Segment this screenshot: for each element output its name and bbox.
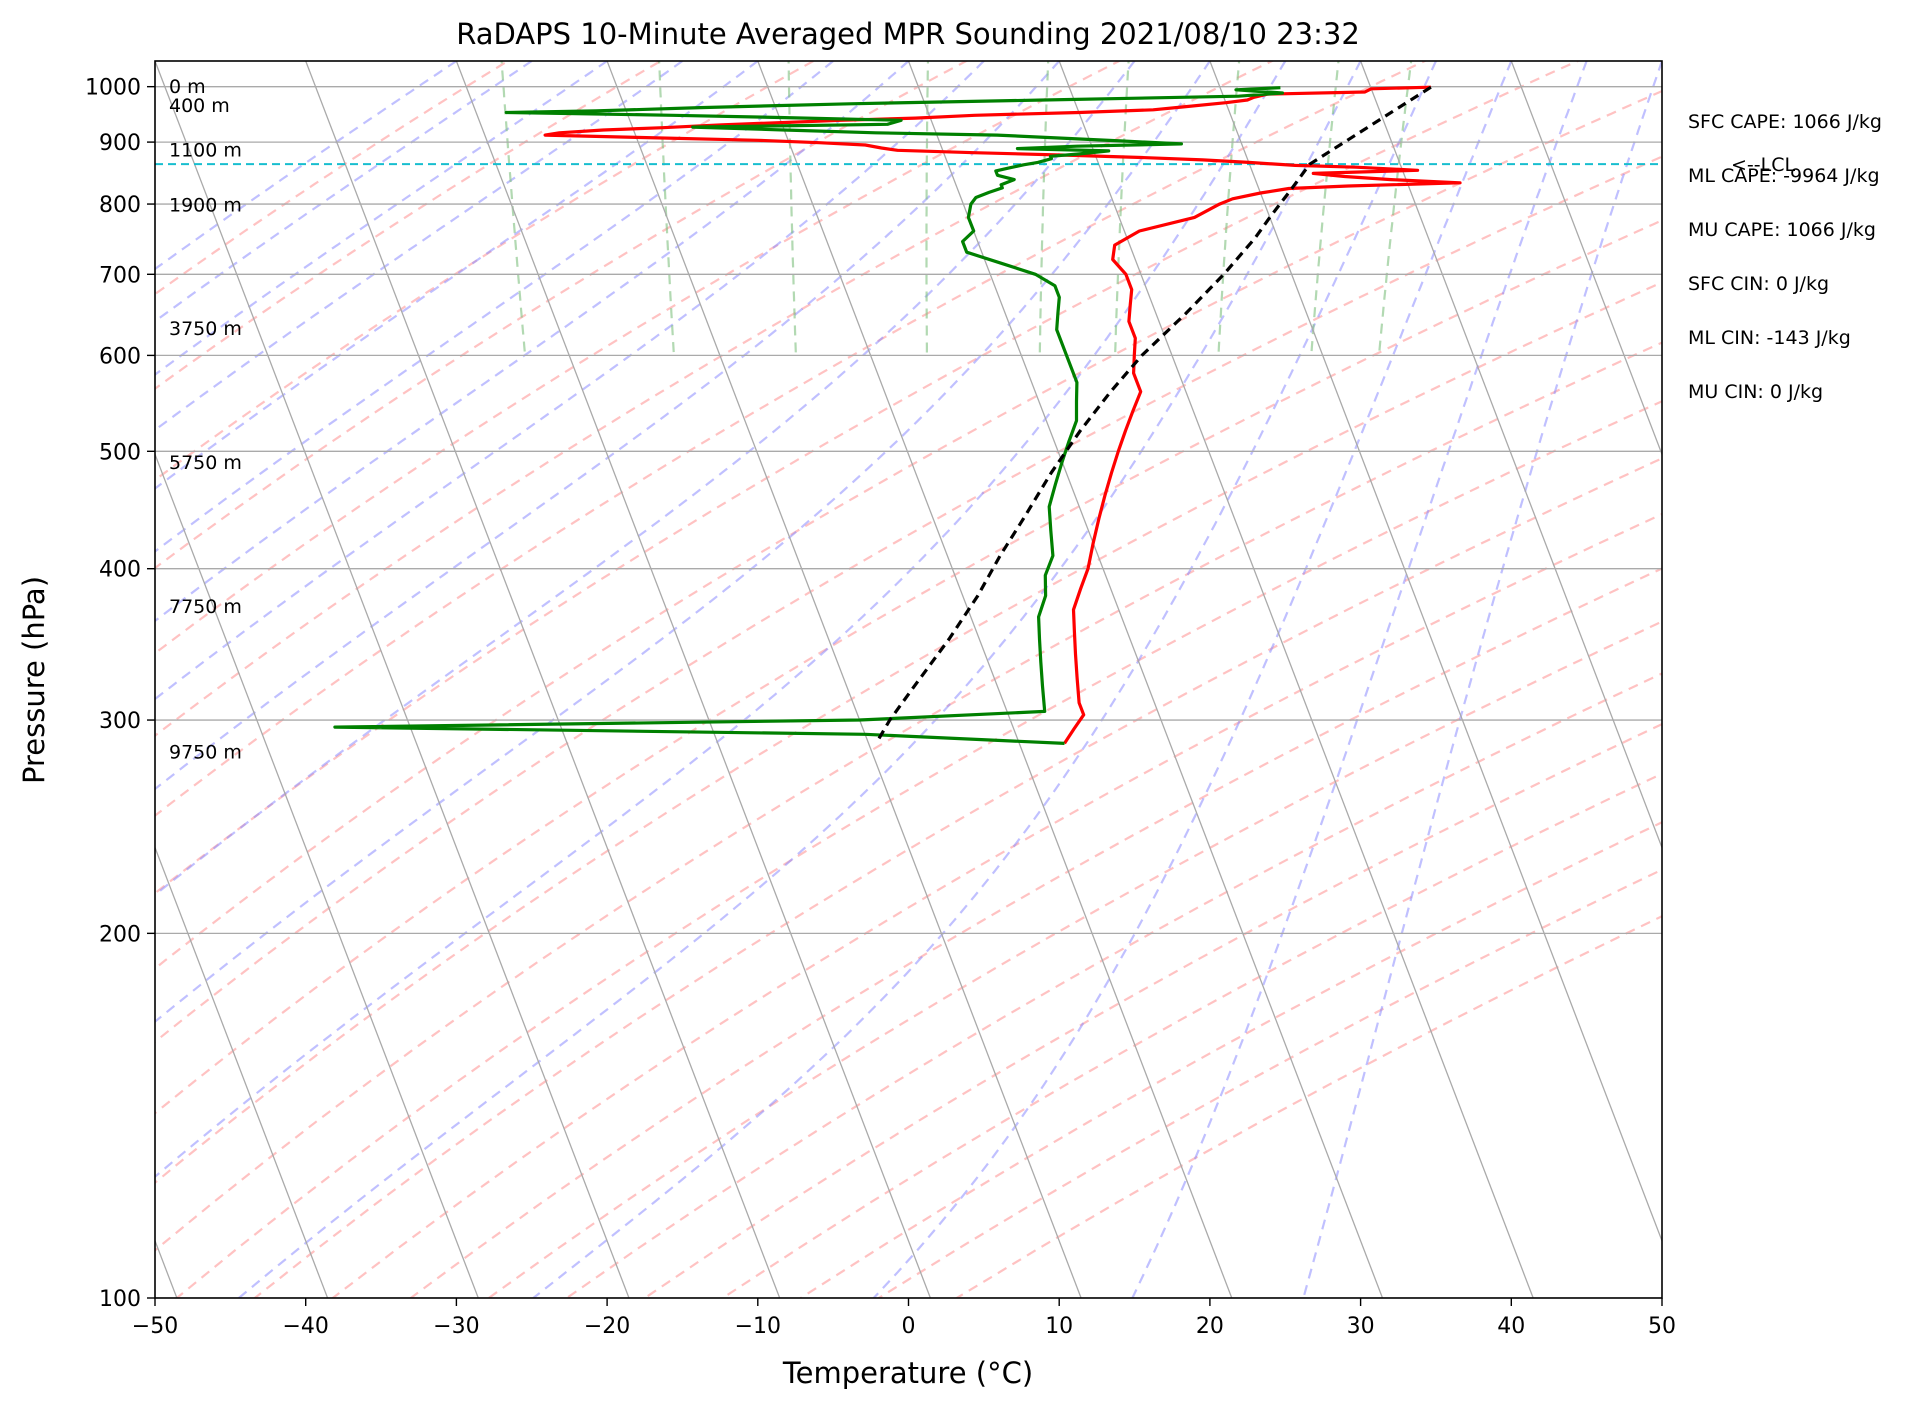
- x-tick-label: −10: [735, 1314, 781, 1339]
- isotherm-line: [447, 37, 952, 1354]
- x-tick-label: 10: [1045, 1314, 1073, 1339]
- x-tick-label: −20: [584, 1314, 630, 1339]
- dry-adiabat: [0, 37, 1787, 1354]
- x-tick-label: −40: [282, 1314, 328, 1339]
- plot-frame: [155, 61, 1662, 1298]
- y-tick-label: 500: [99, 440, 141, 465]
- moist-adiabat: [0, 61, 1210, 1298]
- moist-adiabat: [874, 61, 1512, 1298]
- y-axis-label: Pressure (hPa): [17, 576, 51, 784]
- x-tick-label: 50: [1648, 1314, 1676, 1339]
- x-axis-label: Temperature (°C): [782, 1356, 1033, 1390]
- y-tick-label: 1000: [85, 76, 141, 101]
- height-label: 1100 m: [169, 139, 242, 161]
- mixing-ratio-line: [1379, 37, 1414, 356]
- dry-adiabat: [187, 37, 1925, 1354]
- mixing-ratio-line: [1040, 37, 1050, 356]
- height-label: 9750 m: [169, 742, 242, 764]
- y-tick-label: 100: [99, 1287, 141, 1312]
- isotherm-line: [1050, 37, 1555, 1354]
- moist-adiabat: [0, 61, 532, 1298]
- moist-adiabat: [0, 61, 1059, 1298]
- mixing-ratio-line: [788, 37, 796, 356]
- stat-annotation: MU CIN: 0 J/kg: [1688, 381, 1823, 403]
- x-tick-label: −50: [132, 1314, 178, 1339]
- height-label: 5750 m: [169, 452, 242, 474]
- height-labels: 9750 m 7750 m 5750 m 3750 m 1900 m 1100 m 400 …: [169, 76, 242, 763]
- y-tick-label: 400: [99, 558, 141, 583]
- stat-annotation: SFC CAPE: 1066 J/kg: [1688, 111, 1882, 133]
- height-label: 3750 m: [169, 318, 242, 340]
- isotherm-line: [899, 37, 1404, 1354]
- y-tick-label: 700: [99, 263, 141, 288]
- dry-adiabat: [0, 37, 1632, 1354]
- y-tick-label: 300: [99, 709, 141, 734]
- height-label: 400 m: [169, 95, 230, 117]
- moist-adiabat: [0, 61, 758, 1298]
- mixing-ratio-line: [1219, 37, 1242, 356]
- dry-adiabat: [36, 37, 1925, 1354]
- moist-adiabat: [18, 61, 1286, 1298]
- reference-lines: [0, 37, 1925, 1354]
- height-label: 0 m: [169, 76, 206, 98]
- dry-adiabat: [112, 37, 1925, 1354]
- moist-adiabat: [0, 61, 456, 1298]
- isotherm-line: [296, 37, 801, 1354]
- height-label: 1900 m: [169, 194, 242, 216]
- mixing-ratio-line: [500, 37, 525, 356]
- dry-adiabat: [0, 37, 1925, 1354]
- x-axis: −50 −40 −30 −20 −10 0 10 20 30 40 50: [132, 1298, 1676, 1339]
- series-dewpoint-line: [335, 88, 1283, 744]
- moist-adiabat: [0, 61, 682, 1298]
- moist-adiabat: [0, 61, 984, 1298]
- x-tick-label: 40: [1497, 1314, 1525, 1339]
- isotherm-line: [146, 37, 651, 1354]
- dry-adiabat: [0, 37, 858, 1354]
- stat-annotation: MU CAPE: 1066 J/kg: [1688, 219, 1876, 241]
- y-axis: 100 200 300 400 500 600 700 800 900 1000: [85, 76, 155, 1312]
- x-tick-label: −30: [433, 1314, 479, 1339]
- y-tick-label: 600: [99, 344, 141, 369]
- dry-adiabat: [0, 37, 1925, 1354]
- grid-lines: [0, 37, 1925, 1354]
- y-tick-label: 800: [99, 193, 141, 218]
- x-tick-label: 0: [902, 1314, 916, 1339]
- moist-adiabat: [0, 61, 909, 1298]
- moist-adiabat: [1303, 61, 1662, 1298]
- x-tick-label: 20: [1196, 1314, 1224, 1339]
- y-tick-label: 900: [99, 131, 141, 156]
- lcl-label: <--LCL: [1731, 154, 1795, 176]
- dry-adiabat: [263, 37, 1925, 1354]
- dry-adiabat: [0, 37, 1925, 1354]
- stat-annotation: ML CIN: -143 J/kg: [1688, 327, 1851, 349]
- stat-annotation: SFC CIN: 0 J/kg: [1688, 273, 1829, 295]
- isotherm-line: [598, 37, 1103, 1354]
- isotherm-line: [0, 37, 349, 1354]
- dry-adiabat: [0, 37, 548, 1354]
- dry-adiabat: [0, 37, 1323, 1354]
- y-tick-label: 200: [99, 922, 141, 947]
- isotherm-line: [1201, 37, 1706, 1354]
- x-tick-label: 30: [1347, 1314, 1375, 1339]
- chart-title: RaDAPS 10-Minute Averaged MPR Sounding 2…: [456, 17, 1360, 51]
- moist-adiabat: [1132, 61, 1586, 1298]
- height-label: 7750 m: [169, 596, 242, 618]
